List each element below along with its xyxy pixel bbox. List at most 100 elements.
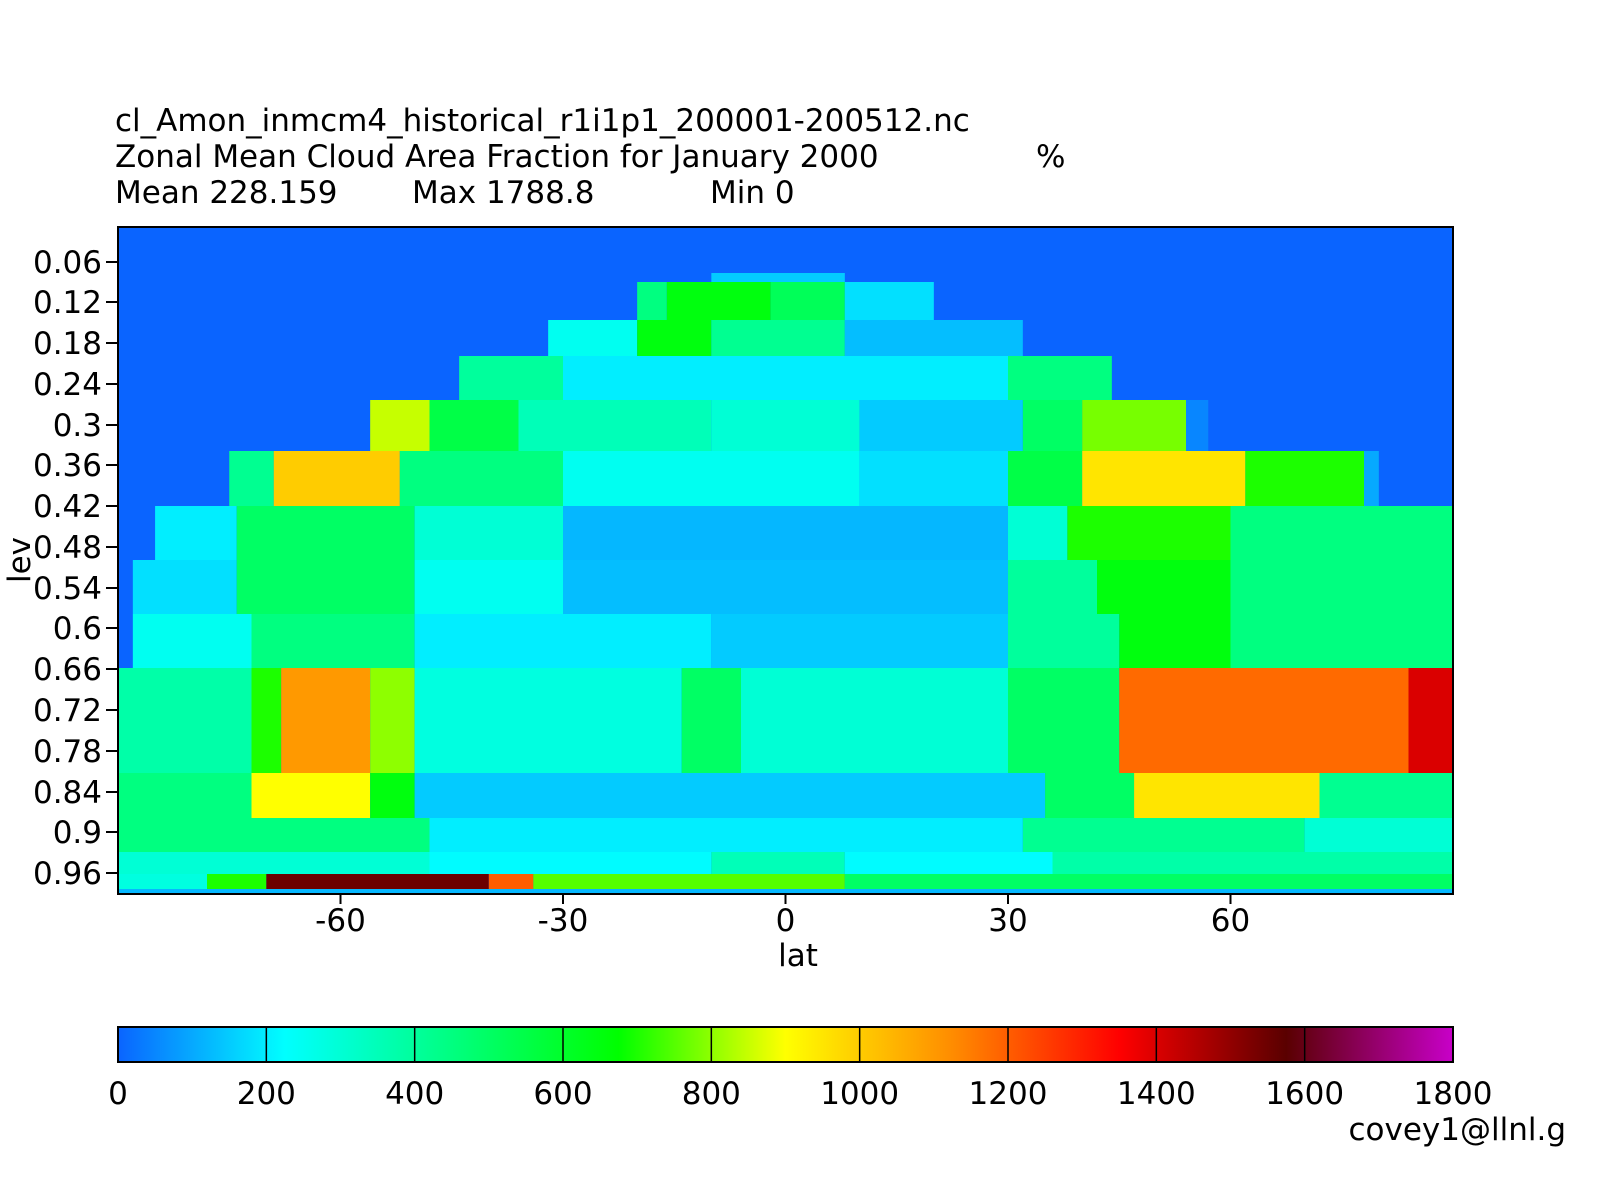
heatmap-cell	[236, 560, 415, 614]
heatmap-cell	[251, 773, 371, 818]
heatmap-cell	[1082, 451, 1246, 506]
heatmap-cell	[155, 506, 237, 560]
heatmap-cell	[859, 451, 1008, 506]
heatmap-area	[118, 227, 1453, 894]
heatmap-cell	[118, 722, 252, 773]
colorbar-tick-label: 600	[533, 1076, 592, 1112]
heatmap-cell	[548, 320, 638, 356]
file-name: cl_Amon_inmcm4_historical_r1i1p1_200001-…	[115, 103, 970, 139]
x-tick-label: 0	[776, 903, 796, 939]
colorbar-tick-label: 1400	[1117, 1076, 1196, 1112]
heatmap-cell	[563, 451, 860, 506]
colorbar-ticks: 0 200 400 600 800 1000 1200 1400 1600 1800	[108, 1027, 1492, 1112]
heatmap-cell	[844, 874, 1453, 889]
heatmap-cell	[844, 320, 1023, 356]
y-tick-label: 0.72	[33, 693, 102, 729]
heatmap-cell	[414, 506, 563, 560]
colorbar-tick-label: 800	[682, 1076, 741, 1112]
heatmap-cell	[414, 668, 682, 722]
colorbar-tick-label: 200	[237, 1076, 296, 1112]
heatmap-cell	[1230, 614, 1453, 668]
heatmap-cell	[266, 874, 489, 889]
x-axis-label: lat	[778, 938, 818, 974]
heatmap-cell	[229, 451, 274, 506]
heatmap-cell	[681, 668, 741, 722]
heatmap-cell	[414, 560, 563, 614]
heatmap-cell	[844, 282, 934, 320]
colorbar-tick-label: 1200	[969, 1076, 1048, 1112]
heatmap-cell	[236, 506, 415, 560]
heatmap-cell	[1008, 722, 1120, 773]
heatmap-cell	[1097, 560, 1231, 614]
heatmap-cell	[1408, 722, 1453, 773]
heatmap-cell	[1186, 400, 1209, 451]
y-tick-label: 0.84	[33, 775, 102, 811]
heatmap-cell	[251, 722, 282, 773]
heatmap-cell	[1230, 560, 1453, 614]
heatmap-cell	[711, 273, 845, 282]
y-tick-label: 0.96	[33, 856, 102, 892]
colorbar-tick-label: 1600	[1265, 1076, 1344, 1112]
y-tick-label: 0.9	[53, 815, 102, 851]
chart-title: Zonal Mean Cloud Area Fraction for Janua…	[115, 139, 879, 175]
heatmap-cell	[1022, 818, 1305, 852]
heatmap-cell	[1119, 722, 1409, 773]
heatmap-cell	[859, 400, 1023, 451]
colorbar-tick-label: 0	[108, 1076, 128, 1112]
heatmap-cell	[1245, 451, 1364, 506]
heatmap-cell	[1119, 614, 1231, 668]
heatmap-cell	[741, 722, 1008, 773]
heatmap-cell	[281, 668, 371, 722]
x-tick-label: 30	[988, 903, 1027, 939]
y-tick-label: 0.6	[53, 611, 102, 647]
y-tick-label: 0.18	[33, 326, 102, 362]
heatmap-cell	[1119, 668, 1409, 722]
heatmap-cell	[1008, 451, 1083, 506]
heatmap-cell	[488, 874, 534, 889]
heatmap-cell	[1008, 506, 1068, 560]
heatmap-cell	[429, 400, 519, 451]
heatmap-cell	[118, 852, 430, 874]
heatmap-cell	[1008, 668, 1120, 722]
heatmap-cell	[118, 874, 207, 889]
heatmap-cell	[1052, 852, 1453, 874]
heatmap-cell	[518, 400, 712, 451]
heatmap-cell	[370, 773, 415, 818]
heatmap-cell	[1364, 451, 1379, 506]
heatmap-cell	[1022, 400, 1083, 451]
heatmap-cell	[429, 852, 712, 874]
heatmap-cell	[118, 889, 1453, 894]
x-tick-label: -60	[315, 903, 366, 939]
heatmap-cell	[637, 320, 712, 356]
heatmap-cell	[370, 722, 415, 773]
mean-stat: Mean 228.159	[115, 175, 338, 211]
heatmap-cell	[563, 506, 1008, 560]
heatmap-cell	[563, 560, 1008, 614]
x-tick-label: -30	[538, 903, 589, 939]
y-tick-label: 0.54	[33, 571, 102, 607]
heatmap-cell	[429, 818, 1023, 852]
y-tick-label: 0.36	[33, 448, 102, 484]
heatmap-cell	[118, 773, 252, 818]
heatmap-cell	[118, 818, 430, 852]
heatmap-cell	[711, 614, 1008, 668]
y-tick-label: 0.3	[53, 408, 102, 444]
axes: 0.06 0.12 0.18 0.24 0.3 0.36 0.42 0.48 0.54 0.6 0.…	[33, 245, 1250, 939]
heatmap-cell	[1008, 560, 1097, 614]
heatmap-cell	[1134, 773, 1320, 818]
heatmap-cell	[681, 722, 741, 773]
heatmap-cell	[1067, 506, 1231, 560]
heatmap-cell	[1230, 506, 1453, 560]
heatmap-cell	[414, 614, 712, 668]
heatmap-cell	[563, 356, 1008, 400]
y-tick-label: 0.12	[33, 285, 102, 321]
heatmap-cell	[1008, 614, 1120, 668]
heatmap-cell	[132, 614, 252, 668]
max-stat: Max 1788.8	[412, 175, 595, 211]
heatmap-cell	[118, 668, 252, 722]
heatmap-cell	[1008, 356, 1112, 400]
units-label: %	[1036, 139, 1066, 175]
colorbar-tick-label: 400	[385, 1076, 444, 1112]
heatmap-cell	[1082, 400, 1186, 451]
